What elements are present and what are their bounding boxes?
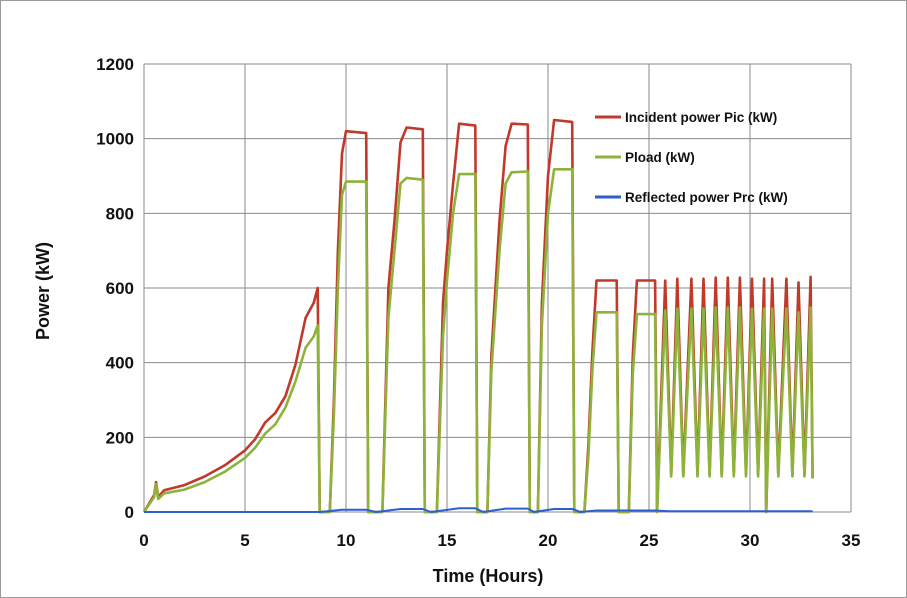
y-tick-label: 600 [106, 279, 134, 298]
series-line-2 [142, 168, 814, 514]
series-lines [142, 118, 814, 514]
tick-labels: 0 200 400 600 800 1000 1200 0 5 10 15 20 25 30 35 [96, 55, 860, 550]
x-tick-label: 25 [640, 531, 659, 550]
legend-label: Incident power Pic (kW) [625, 110, 777, 125]
x-tick-label: 0 [139, 531, 148, 550]
series-line-3 [144, 507, 813, 513]
x-tick-label: 15 [438, 531, 457, 550]
y-tick-label: 1200 [96, 55, 134, 74]
gridlines [143, 63, 852, 513]
y-tick-label: 0 [125, 503, 134, 522]
series-line-1 [142, 118, 814, 514]
legend-label: Pload (kW) [625, 150, 695, 165]
y-tick-label: 400 [106, 354, 134, 373]
y-tick-label: 200 [106, 428, 134, 447]
x-tick-label: 5 [240, 531, 249, 550]
legend: Incident power Pic (kW) Pload (kW) Reflect… [595, 110, 788, 205]
x-tick-label: 20 [539, 531, 558, 550]
y-tick-label: 800 [106, 204, 134, 223]
x-tick-label: 10 [337, 531, 356, 550]
y-tick-label: 1000 [96, 130, 134, 149]
x-tick-label: 35 [842, 531, 861, 550]
y-axis-title: Power (kW) [33, 242, 53, 340]
legend-label: Reflected power Prc (kW) [625, 190, 788, 205]
x-axis-title: Time (Hours) [433, 566, 544, 586]
x-tick-label: 30 [741, 531, 760, 550]
